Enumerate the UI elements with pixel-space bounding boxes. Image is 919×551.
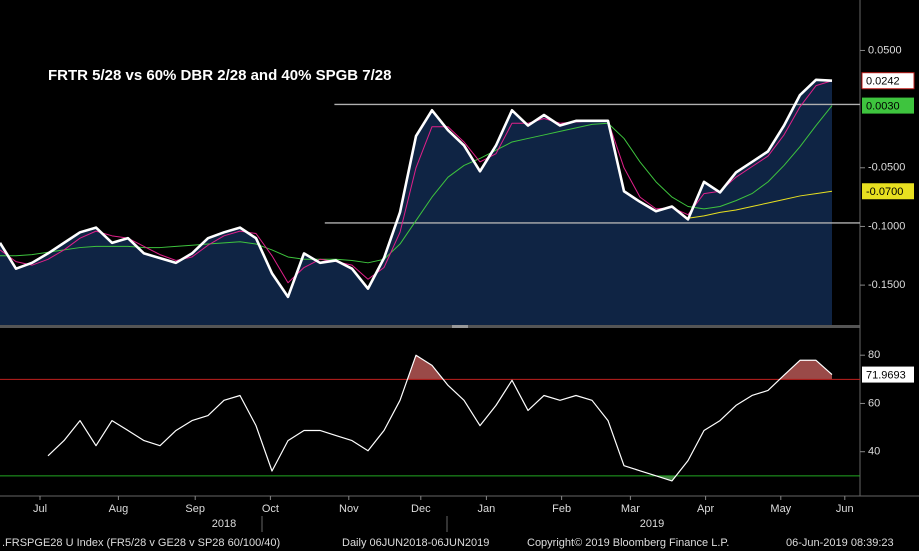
y-tick-label: 0.0500 bbox=[868, 44, 902, 56]
series-line bbox=[47, 354, 833, 482]
footer-text: Daily 06JUN2018-06JUN2019 bbox=[342, 537, 489, 549]
y-tick-label: 80 bbox=[868, 349, 880, 361]
end-value-label: 0.0030 bbox=[866, 101, 900, 113]
footer-text: .FRSPGE28 U Index (FR5/28 v GE28 v SP28 … bbox=[2, 537, 280, 549]
x-tick-label: Mar bbox=[621, 503, 640, 515]
end-value-box bbox=[862, 97, 914, 114]
x-tick-label: Oct bbox=[262, 503, 279, 515]
footer-text: 06-Jun-2019 08:39:23 bbox=[786, 537, 894, 549]
x-tick-label: Apr bbox=[697, 503, 714, 515]
x-tick-label: Nov bbox=[339, 503, 359, 515]
panel-separator bbox=[0, 325, 860, 328]
y-tick-label: -0.0500 bbox=[868, 162, 905, 174]
y-tick-label: 40 bbox=[868, 446, 880, 458]
end-value-box bbox=[862, 366, 914, 383]
x-tick-label: Feb bbox=[552, 503, 571, 515]
x-tick-label: Sep bbox=[185, 503, 205, 515]
end-value-box bbox=[861, 72, 915, 90]
x-tick-label: Jun bbox=[836, 503, 854, 515]
level-shade bbox=[48, 475, 832, 481]
end-value-label: 0.0242 bbox=[866, 76, 900, 88]
x-tick-label: Jul bbox=[33, 503, 47, 515]
year-label: 2018 bbox=[212, 518, 236, 530]
level-shade bbox=[407, 355, 832, 380]
area-fill bbox=[0, 79, 832, 326]
y-tick-label: 60 bbox=[868, 397, 880, 409]
end-value-label: -0.0700 bbox=[866, 186, 903, 198]
series-line bbox=[0, 78, 833, 299]
series-line bbox=[687, 190, 833, 219]
chart-title: FRTR 5/28 vs 60% DBR 2/28 and 40% SPGB 7… bbox=[48, 67, 391, 84]
x-tick-label: Dec bbox=[411, 503, 431, 515]
x-tick-label: May bbox=[770, 503, 791, 515]
x-tick-label: Jan bbox=[478, 503, 496, 515]
x-tick-label: Aug bbox=[109, 503, 129, 515]
separator-grip[interactable] bbox=[452, 325, 468, 328]
y-tick-label: -0.1000 bbox=[868, 220, 905, 232]
footer-text: Copyright© 2019 Bloomberg Finance L.P. bbox=[527, 537, 729, 549]
end-value-box bbox=[862, 183, 914, 200]
year-label: 2019 bbox=[640, 518, 664, 530]
end-value-label: 71.9693 bbox=[866, 369, 906, 381]
y-tick-label: -0.1500 bbox=[868, 279, 905, 291]
